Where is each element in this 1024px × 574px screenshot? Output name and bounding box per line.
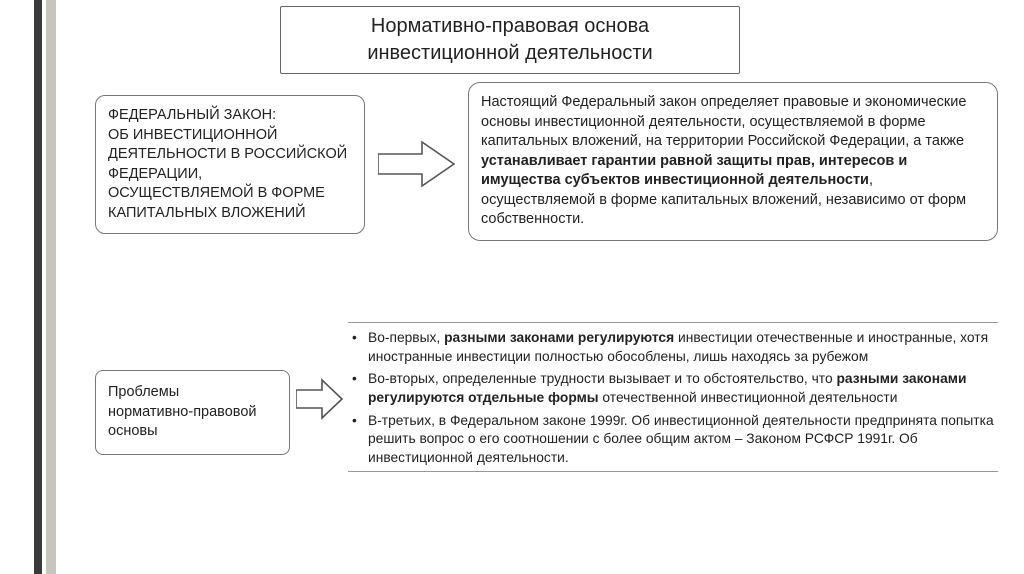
arrow-icon: [296, 378, 344, 420]
law-line: ОСУЩЕСТВЛЯЕМОЙ В ФОРМЕ: [108, 184, 352, 204]
side-stripe-dark: [34, 0, 42, 574]
law-desc-bold: устанавливает гарантии равной защиты пра…: [481, 153, 907, 189]
item-post: отечественной инвестиционной деятельност…: [599, 390, 898, 405]
problems-label-line: Проблемы: [108, 383, 277, 403]
list-item: В-третьих, в Федеральном законе 1999г. О…: [366, 412, 998, 468]
problems-list: Во-первых, разными законами регулируются…: [348, 318, 998, 478]
item-bold: разными законами регулируются: [444, 330, 674, 345]
arrow-icon: [378, 140, 456, 188]
problems-ul: Во-первых, разными законами регулируются…: [348, 329, 998, 467]
title-line2: инвестиционной деятельности: [291, 40, 729, 67]
law-line: КАПИТАЛЬНЫХ ВЛОЖЕНИЙ: [108, 204, 352, 224]
item-pre: Во-вторых, определенные трудности вызыва…: [368, 371, 836, 386]
title-line1: Нормативно-правовая основа: [291, 13, 729, 40]
law-line: ФЕДЕРАЛЬНЫЙ ЗАКОН:: [108, 106, 352, 126]
law-line: ФЕДЕРАЦИИ,: [108, 165, 352, 185]
law-line: ДЕЯТЕЛЬНОСТИ В РОССИЙСКОЙ: [108, 145, 352, 165]
item-pre: В-третьих, в Федеральном законе 1999г. О…: [368, 413, 994, 465]
list-item: Во-вторых, определенные трудности вызыва…: [366, 370, 998, 407]
page-title: Нормативно-правовая основа инвестиционно…: [280, 6, 740, 74]
law-box: ФЕДЕРАЛЬНЫЙ ЗАКОН: ОБ ИНВЕСТИЦИОННОЙ ДЕЯ…: [95, 95, 365, 234]
law-description-box: Настоящий Федеральный закон определяет п…: [468, 82, 998, 241]
divider: [348, 471, 998, 472]
side-stripe-light: [46, 0, 56, 574]
law-line: ОБ ИНВЕСТИЦИОННОЙ: [108, 126, 352, 146]
problems-label-line: основы: [108, 422, 277, 442]
divider: [348, 322, 998, 323]
problems-label-box: Проблемы нормативно-правовой основы: [95, 370, 290, 455]
item-pre: Во-первых,: [368, 330, 444, 345]
list-item: Во-первых, разными законами регулируются…: [366, 329, 998, 366]
law-desc-pre: Настоящий Федеральный закон определяет п…: [481, 94, 966, 149]
problems-label-line: нормативно-правовой: [108, 403, 277, 423]
